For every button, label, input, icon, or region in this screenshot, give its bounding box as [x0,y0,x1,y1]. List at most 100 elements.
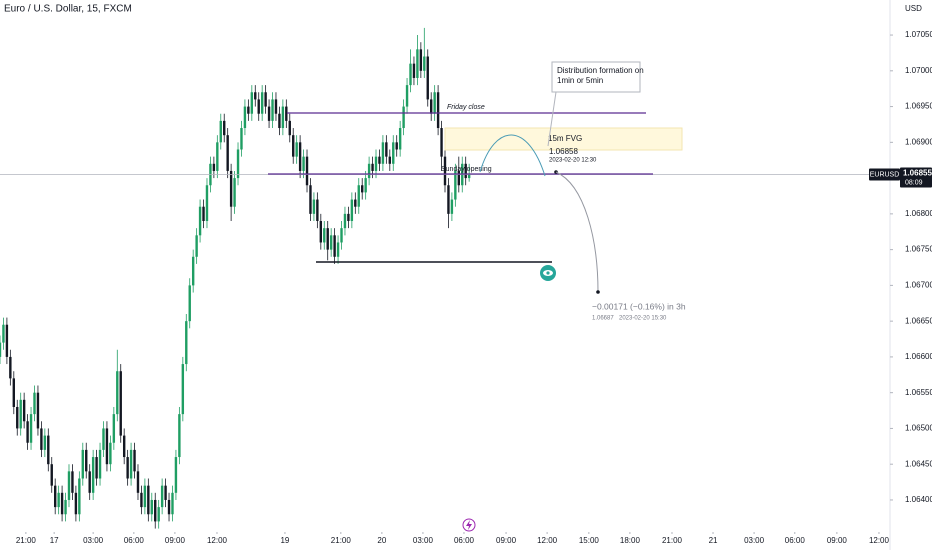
candle-body [64,499,67,515]
last-price-label: 1.06855 [903,169,932,178]
candle-body [454,170,457,200]
candle-body [378,156,381,164]
candle-body [336,242,340,257]
candle-body [71,471,74,493]
candle-body [395,142,398,150]
candle-body [436,92,440,129]
candle-body [409,63,412,86]
candle-body [433,92,436,114]
candle-body [157,507,160,522]
candle-body [354,199,357,207]
y-tick-label: 1.06750 [905,245,932,254]
candle-body [398,128,402,150]
candle-body [426,56,429,100]
candle-body [229,170,233,207]
eye-icon[interactable] [540,265,556,281]
y-tick-label: 1.07050 [905,30,932,39]
callout-line: Distribution formation on [557,66,644,75]
candle-body [329,235,333,250]
candle-body [319,221,323,243]
y-tick-label: 1.06700 [905,280,932,289]
candle-body [150,499,153,515]
x-tick-label: 15:00 [579,536,600,545]
candle-body [367,163,371,179]
candle-body [33,392,36,415]
candle-body [57,492,60,508]
candle-body [167,499,171,515]
y-tick-label: 1.06400 [905,495,932,504]
candle-body [98,449,102,479]
candle-body [233,178,236,207]
candle-body [423,56,426,71]
candle-body [67,471,71,500]
candle-body [91,457,95,493]
candle-body [178,414,181,458]
candle-body [129,449,133,479]
symbol-tag [869,168,900,181]
candle-body [343,213,347,229]
candle-body [219,120,222,143]
candle-body [50,464,53,486]
candle-body [78,478,81,515]
candle-body [154,499,157,522]
candle-body [143,485,147,508]
x-tick-label: 06:00 [454,536,475,545]
candle-body [340,228,343,243]
candle-body [185,321,188,365]
candle-body [412,63,416,78]
candle-body [74,492,78,515]
candle-body [267,106,271,121]
candle-body [260,92,264,114]
candle-body [281,106,285,129]
candle-body [364,178,367,193]
candle-body [443,156,447,186]
candle-body [247,106,250,114]
projection-curve [555,171,599,293]
candle-body [88,471,91,493]
x-tick-label: 03:00 [744,536,765,545]
candle-body [264,92,267,107]
candle-body [195,235,198,257]
y-tick-label: 1.06800 [905,209,932,218]
candle-body [357,185,360,207]
sunday-open-label: Sunday opening [441,166,492,173]
candle-body [361,185,364,193]
x-tick-label: 06:00 [124,536,145,545]
candle-body [105,428,109,465]
candle-body [402,106,405,129]
candle-body [119,371,122,436]
x-tick-label: 09:00 [827,536,848,545]
candle-body [254,92,257,100]
currency: USD [905,4,922,13]
x-tick-label: 18:00 [620,536,641,545]
candle-body [147,485,150,515]
candle-body [295,142,298,157]
candle-body [285,106,288,121]
target-point [596,290,600,294]
candle-body [16,406,19,429]
candle-body [109,442,112,465]
candle-body [288,120,291,136]
candle-body [464,163,467,179]
candle-body [122,435,126,458]
point-time: 2023-02-20 12:30 [549,158,597,164]
events-icon[interactable] [462,518,476,532]
y-tick-label: 1.06450 [905,459,932,468]
candle-body [116,371,119,415]
fvg-label: 15m FVG [548,134,582,143]
candle-body [47,435,50,465]
x-tick-label: 17 [50,536,59,545]
y-tick-label: 1.07000 [905,66,932,75]
candle-body [140,492,143,508]
candle-body [81,449,84,479]
candle-body [416,49,419,78]
candle-body [371,163,374,171]
candle-body [112,414,116,443]
candle-body [450,199,454,214]
candle-body [271,99,274,121]
candle-body [326,228,329,250]
x-tick-label: 21 [709,536,718,545]
candle-body [181,364,185,415]
symbol-label: EURUSD [870,171,900,178]
candle-body [60,492,64,515]
